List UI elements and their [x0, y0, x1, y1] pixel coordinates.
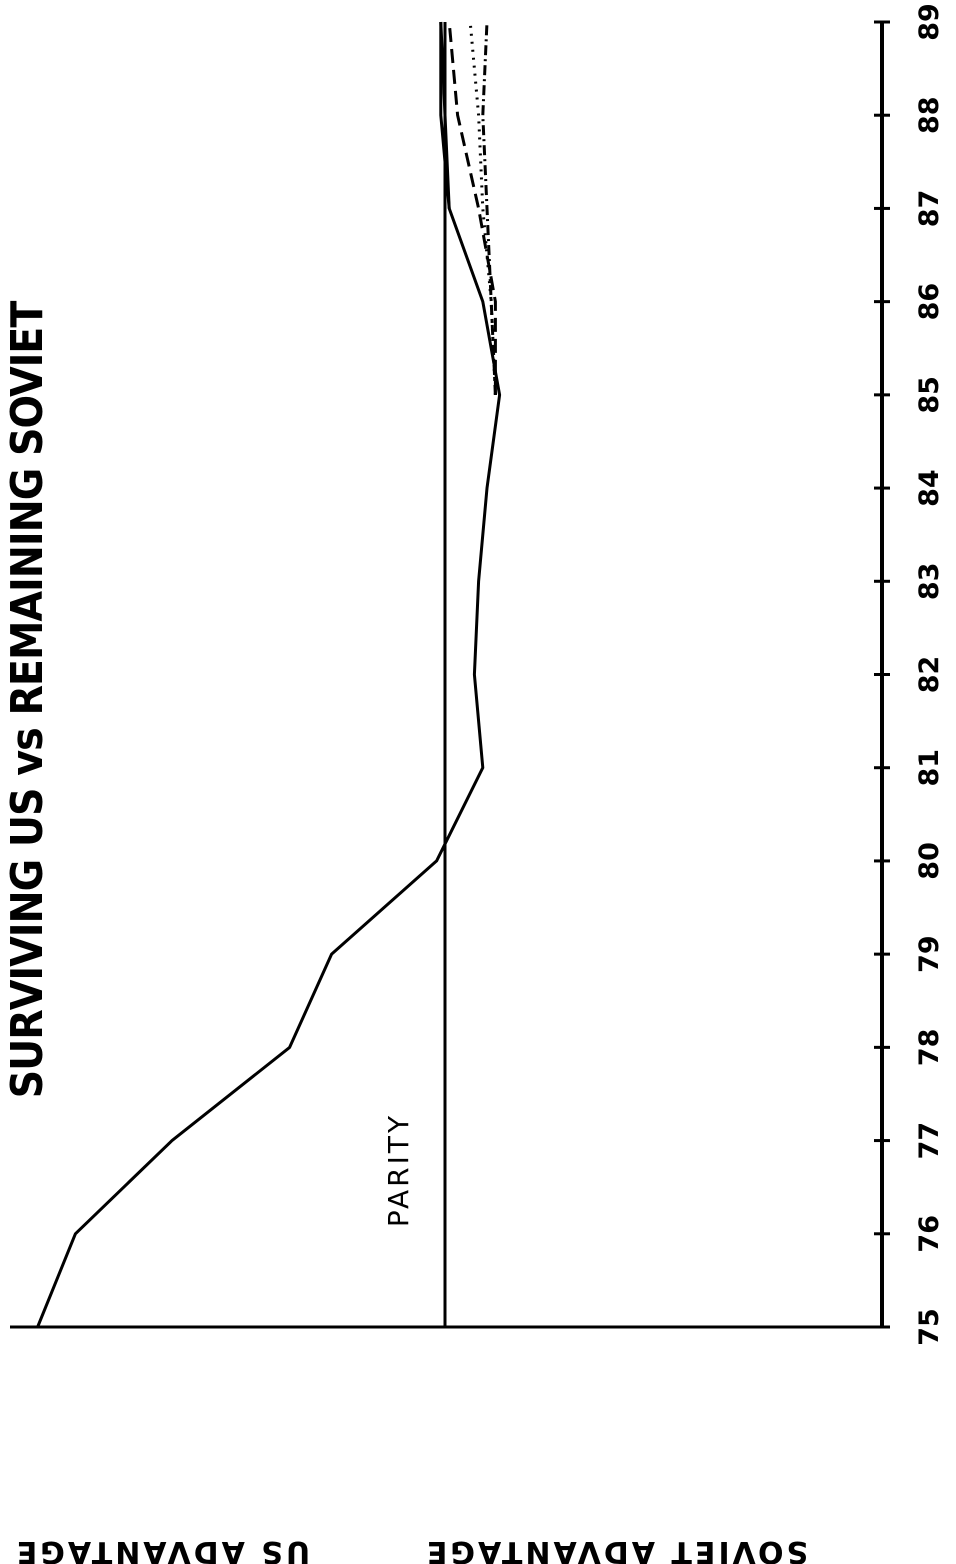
x-tick-label: 77 — [914, 1122, 945, 1160]
x-tick-label: 87 — [914, 190, 945, 228]
x-tick-label: 75 — [914, 1308, 945, 1346]
series-line-1-solid — [36, 22, 502, 1328]
x-tick-label: 81 — [914, 749, 945, 787]
parity-label: PARITY — [382, 1113, 415, 1227]
x-tick-label: 85 — [914, 376, 945, 414]
plot-area: 75 76 77 78 79 80 81 82 83 84 85 86 87 88 89 — [10, 3, 945, 1346]
x-tick-label: 80 — [914, 842, 945, 880]
us-advantage-label: US ADVANTAGE — [14, 1534, 311, 1564]
x-tick-label: 79 — [914, 935, 945, 973]
x-tick-label: 83 — [914, 562, 945, 600]
series-line-2-solid — [439, 21, 451, 209]
x-tick-label: 86 — [914, 283, 945, 321]
x-tick-label: 84 — [914, 469, 945, 507]
x-tick-label: 89 — [914, 3, 945, 41]
chart-title: SURVIVING US vs REMAINING SOVIET — [2, 301, 53, 1099]
series-line-5-dash-dot — [481, 21, 497, 395]
soviet-advantage-label: SOVIET ADVANTAGE — [424, 1534, 808, 1564]
x-tick-label: 76 — [914, 1215, 945, 1253]
x-tick-label: 88 — [914, 96, 945, 134]
series-line-4-dotted — [468, 21, 497, 395]
x-tick-label: 78 — [914, 1029, 945, 1067]
x-tick-label: 82 — [914, 656, 945, 694]
